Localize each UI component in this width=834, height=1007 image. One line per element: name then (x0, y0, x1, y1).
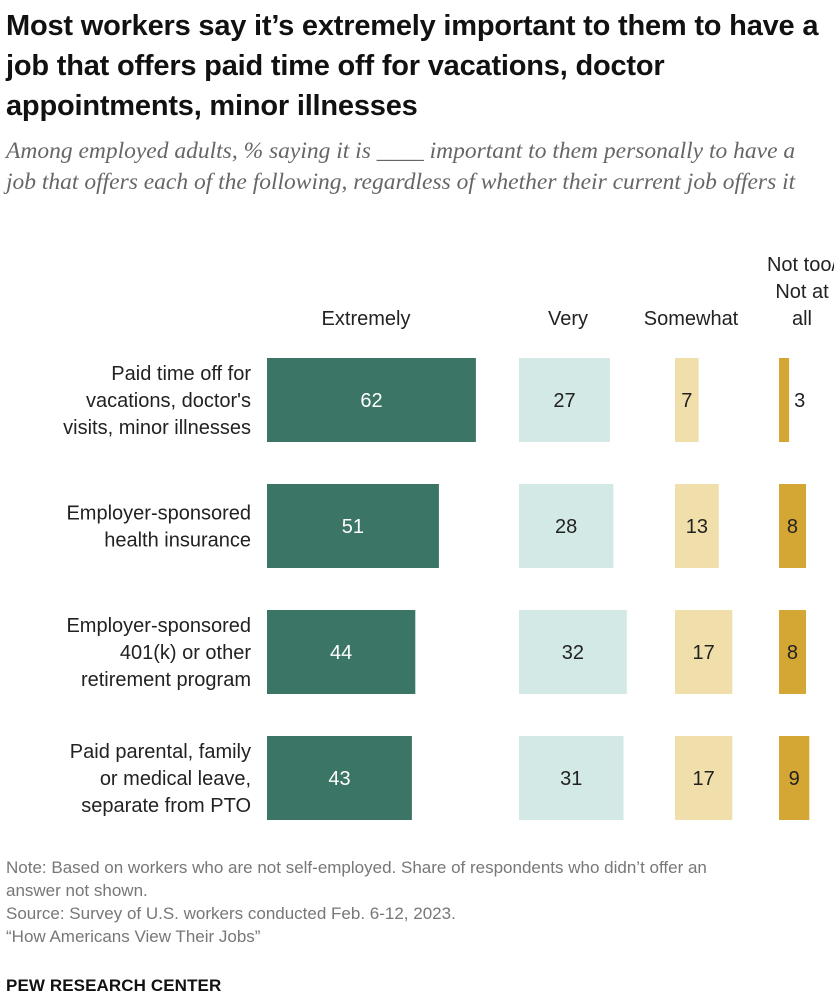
note-line: Note: Based on workers who are not self-… (6, 858, 707, 877)
row-label: visits, minor illnesses (63, 417, 251, 439)
column-header-extremely: Extremely (322, 308, 411, 330)
bar-extremely (267, 484, 439, 568)
bar-somewhat (675, 484, 719, 568)
bar-value-label: 44 (330, 642, 352, 664)
bar-value-label: 28 (555, 516, 577, 538)
chart-notes: Note: Based on workers who are not self-… (6, 856, 834, 948)
bar-very (519, 610, 627, 694)
bar-very (519, 358, 610, 442)
bar-extremely (267, 736, 412, 820)
bar-somewhat (675, 736, 733, 820)
bar-value-label: 27 (553, 390, 575, 412)
bar-very (519, 736, 624, 820)
row-labels: Paid time off for vacations, doctor's visi… (63, 363, 251, 817)
note-line: answer not shown. (6, 881, 148, 900)
row-label: health insurance (104, 530, 251, 552)
bar-value-label: 13 (686, 516, 708, 538)
bar-value-label: 31 (560, 768, 582, 790)
bar-value-label: 9 (789, 768, 800, 790)
chart-title: Most workers say it’s extremely importan… (6, 10, 819, 122)
bars: 62 51 44 43 27 28 32 31 7 13 17 17 3 8 8 9 (267, 358, 810, 820)
column-header-not-too-not-at-all: Not at (775, 281, 829, 303)
bar-not-too-not-at-all (779, 610, 806, 694)
row-label: Paid parental, family (70, 741, 251, 763)
row-label: retirement program (81, 669, 251, 691)
bar-value-label: 8 (787, 642, 798, 664)
row-label: vacations, doctor's (86, 390, 251, 412)
bar-value-label: 8 (787, 516, 798, 538)
row-label: Employer-sponsored (66, 503, 251, 525)
bar-very (519, 484, 614, 568)
pew-research-center-logo: PEW RESEARCH CENTER (6, 976, 222, 995)
column-headers: Extremely Very Somewhat Not too/Not at all (322, 254, 834, 330)
bar-extremely (267, 610, 416, 694)
bar-value-label: 3 (794, 390, 805, 412)
row-label: Employer-sponsored (66, 615, 251, 637)
bar-value-label: 7 (681, 390, 692, 412)
bar-somewhat (675, 610, 733, 694)
bar-value-label: 32 (562, 642, 584, 664)
row-label: separate from PTO (81, 795, 251, 817)
report-title-line: “How Americans View Their Jobs” (6, 927, 261, 946)
chart-subtitle: Among employed adults, % saying it is __… (6, 138, 796, 195)
bar-value-label: 62 (360, 390, 382, 412)
bar-value-label: 17 (693, 642, 715, 664)
column-header-very: Very (548, 308, 588, 330)
bar-not-too-not-at-all (779, 358, 790, 442)
bar-somewhat (675, 358, 699, 442)
bar-not-too-not-at-all (779, 736, 810, 820)
column-header-not-too-not-at-all: all (792, 308, 812, 330)
source-line: Source: Survey of U.S. workers conducted… (6, 904, 456, 923)
column-header-not-too-not-at-all: Not too/ (767, 254, 834, 276)
row-label: Paid time off for (111, 363, 251, 385)
row-label: 401(k) or other (120, 642, 252, 664)
bar-value-label: 51 (342, 516, 364, 538)
bar-extremely (267, 358, 476, 442)
row-label: or medical leave, (100, 768, 251, 790)
bar-not-too-not-at-all (779, 484, 806, 568)
bar-value-label: 17 (693, 768, 715, 790)
bar-value-label: 43 (328, 768, 350, 790)
column-header-somewhat: Somewhat (644, 308, 739, 330)
